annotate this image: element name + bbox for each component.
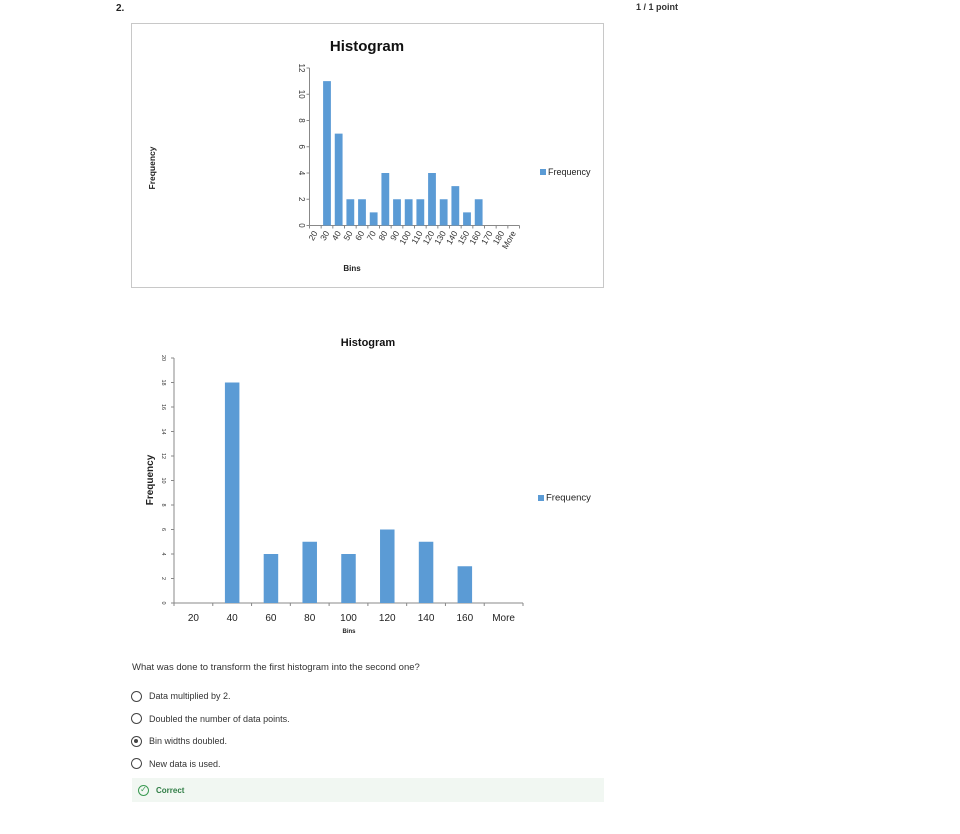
x-tick-label: 80 — [376, 229, 390, 242]
x-tick-label: 90 — [388, 229, 402, 242]
histogram-bar — [404, 199, 413, 226]
option-bin-widths-doubled[interactable]: Bin widths doubled. — [131, 730, 290, 753]
y-tick-label: 10 — [160, 477, 166, 483]
y-tick-label: 10 — [297, 90, 306, 99]
histogram-bar — [418, 541, 434, 603]
x-tick-label: 100 — [340, 613, 357, 624]
option-label: Bin widths doubled. — [149, 736, 228, 747]
chart-title: Histogram — [341, 337, 396, 349]
y-tick-label: 18 — [160, 379, 166, 385]
feedback-text: Correct — [156, 785, 185, 795]
x-tick-label: 60 — [265, 613, 277, 624]
radio-button[interactable] — [131, 690, 142, 702]
y-tick-label: 16 — [160, 404, 166, 410]
radio-button[interactable] — [131, 735, 142, 747]
x-tick-label: 60 — [353, 229, 367, 242]
option-label: New data is used. — [149, 758, 221, 769]
y-tick-label: 12 — [297, 64, 306, 73]
y-tick-label: 20 — [160, 355, 166, 361]
option-data-multiplied[interactable]: Data multiplied by 2. — [131, 685, 290, 708]
y-axis-label: Frequency — [147, 146, 157, 189]
histogram-bar — [369, 212, 378, 226]
y-tick-label: 0 — [160, 601, 166, 604]
histogram-bar — [302, 541, 317, 603]
legend-label: Frequency — [548, 167, 591, 177]
histogram-bar — [428, 173, 436, 226]
histogram-bar — [334, 133, 343, 226]
histogram-bar — [323, 81, 331, 226]
x-tick-label: 40 — [227, 613, 239, 624]
x-tick-label: 80 — [304, 613, 316, 624]
histogram-bar — [381, 173, 390, 226]
histogram-bar — [341, 554, 356, 603]
y-axis-label: Frequency — [145, 454, 156, 505]
radio-button[interactable] — [131, 713, 142, 725]
legend-swatch — [540, 169, 546, 175]
score-label: 1 / 1 point — [636, 2, 679, 12]
histogram-chart-2: Histogram 0 2 4 6 8 10 12 14 16 18 20 20 40 60 80 100 120… — [131, 325, 604, 645]
check-circle-icon: ✓ — [138, 784, 149, 796]
histogram-bar — [457, 566, 473, 603]
feedback-banner: ✓ Correct — [132, 778, 604, 802]
y-tick-label: 6 — [160, 528, 166, 531]
x-tick-label: 120 — [379, 613, 396, 624]
x-tick-label: 20 — [306, 229, 320, 242]
x-tick-label: 70 — [365, 229, 379, 242]
x-tick-label: 40 — [330, 229, 344, 242]
y-tick-label: 2 — [297, 197, 306, 202]
histogram-chart-1: Histogram 0 2 4 6 8 10 12 20 30 40 50 60 70 80 90 100 110… — [131, 23, 604, 288]
y-tick-label: 4 — [297, 171, 306, 176]
histogram-bar — [380, 529, 395, 603]
y-tick-label: 8 — [160, 503, 166, 506]
legend-swatch — [538, 495, 544, 501]
chart-title: Histogram — [330, 38, 404, 55]
x-tick-label: 50 — [341, 229, 355, 242]
x-tick-label: 30 — [318, 229, 332, 242]
y-tick-label: 2 — [160, 577, 166, 580]
question-text: What was done to transform the first his… — [132, 662, 420, 673]
histogram-bar — [393, 199, 401, 226]
histogram-bar — [451, 186, 460, 226]
option-new-data[interactable]: New data is used. — [131, 753, 290, 776]
radio-button[interactable] — [131, 758, 142, 770]
x-tick-label: More — [492, 613, 515, 624]
x-axis-label: Bins — [342, 629, 356, 635]
x-tick-label: 20 — [188, 613, 200, 624]
x-tick-label: 140 — [418, 613, 435, 624]
y-tick-label: 12 — [160, 453, 166, 459]
question-number: 2. — [116, 3, 125, 14]
x-tick-label: 160 — [456, 613, 473, 624]
histogram-bar — [416, 199, 425, 226]
legend-label: Frequency — [546, 493, 591, 504]
y-tick-label: 6 — [297, 145, 306, 150]
histogram-bar — [358, 199, 366, 226]
option-doubled-data-points[interactable]: Doubled the number of data points. — [131, 708, 290, 731]
option-label: Data multiplied by 2. — [149, 691, 231, 702]
histogram-bar — [439, 199, 448, 226]
x-axis-label: Bins — [343, 264, 361, 273]
option-label: Doubled the number of data points. — [149, 713, 290, 724]
y-tick-label: 8 — [297, 118, 306, 123]
histogram-bar — [263, 554, 279, 603]
answer-options: Data multiplied by 2. Doubled the number… — [131, 685, 290, 775]
histogram-1-svg: Histogram0246810122030405060708090100110… — [147, 38, 591, 273]
histogram-bar — [346, 199, 355, 226]
y-tick-label: 4 — [160, 552, 166, 555]
histogram-2-svg: Histogram 0 2 4 6 8 10 12 14 16 18 20 20 40 60 80 100 120… — [145, 337, 591, 635]
histogram-bar — [224, 382, 240, 603]
y-tick-label: 14 — [160, 428, 166, 434]
y-tick-label: 0 — [297, 223, 306, 228]
histogram-bar — [463, 212, 471, 226]
histogram-bar — [474, 199, 483, 226]
